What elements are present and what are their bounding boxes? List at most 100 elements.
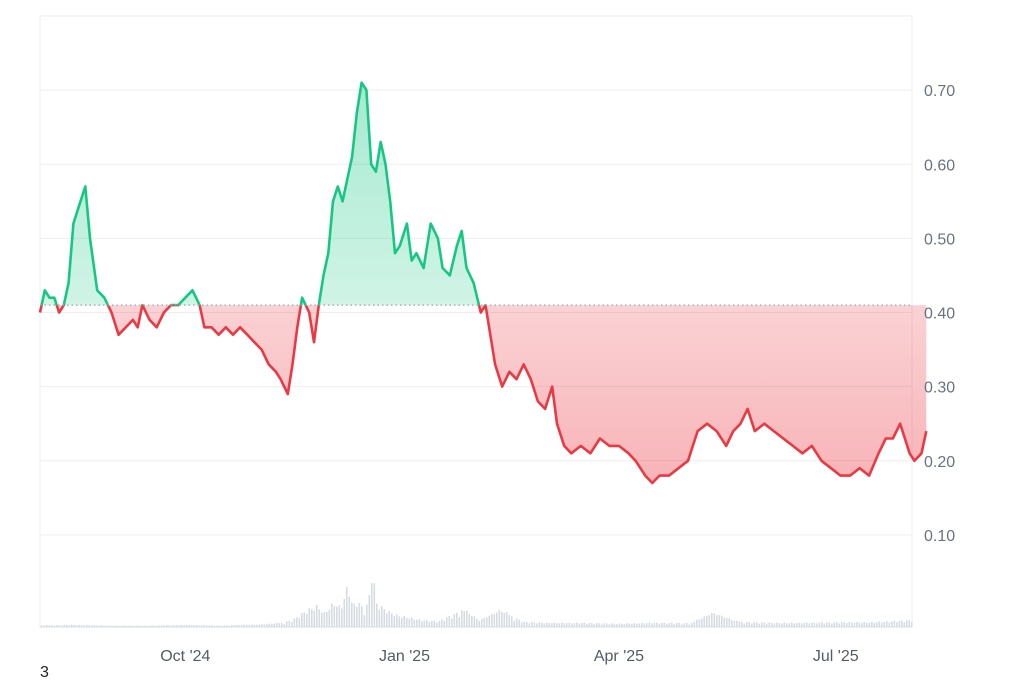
volume-bar xyxy=(281,623,283,627)
volume-bar xyxy=(433,620,436,627)
volume-bar xyxy=(403,615,406,627)
volume-bar xyxy=(123,625,126,627)
price-line xyxy=(38,81,928,485)
volume-bar xyxy=(556,623,558,627)
volume-bar xyxy=(361,606,363,627)
x-axis-ticks: Oct '24 Jan '25 Apr '25 Jul '25 xyxy=(160,648,858,665)
volume-bar xyxy=(338,605,341,627)
volume-bar xyxy=(398,616,401,627)
volume-bar xyxy=(546,622,548,627)
volume-bar xyxy=(348,596,351,627)
volume-bar xyxy=(743,623,746,627)
volume-bar xyxy=(606,623,608,627)
volume-bar xyxy=(811,622,813,627)
volume-bar xyxy=(641,622,643,627)
volume-bar xyxy=(868,622,871,627)
volume-bar xyxy=(291,622,293,627)
volume-bar xyxy=(636,623,638,627)
volume-bar xyxy=(751,623,753,627)
volume-bar xyxy=(91,625,93,627)
volume-bar xyxy=(186,625,188,627)
volume-bar xyxy=(626,623,628,627)
volume-bar xyxy=(631,623,633,627)
grid xyxy=(39,15,913,628)
volume-bar xyxy=(578,623,581,627)
volume-bar xyxy=(258,624,261,627)
volume-bar xyxy=(286,621,288,627)
volume-bar xyxy=(308,608,311,627)
volume-bar xyxy=(646,623,648,627)
volume-bar xyxy=(673,624,676,627)
volume-bar xyxy=(483,617,486,627)
volume-bar xyxy=(903,622,906,627)
volume-bar xyxy=(456,612,458,627)
volume-bar xyxy=(801,623,803,627)
volume-bar xyxy=(638,623,641,627)
volume-bar xyxy=(303,612,306,627)
volume-bar xyxy=(406,618,408,627)
volume-bar xyxy=(681,624,683,627)
corner-label: 3 xyxy=(40,664,49,681)
volume-bar xyxy=(898,620,901,627)
volume-bar xyxy=(511,616,513,627)
volume-bar xyxy=(306,613,308,627)
volume-bar xyxy=(201,625,203,627)
volume-bar xyxy=(271,623,273,627)
volume-bar xyxy=(548,623,551,627)
volume-bar xyxy=(863,621,866,627)
volume-bar xyxy=(601,624,603,627)
volume-bar xyxy=(191,625,193,627)
volume-bar xyxy=(443,620,446,627)
volume-bar xyxy=(531,621,533,627)
volume-bar xyxy=(346,587,348,627)
volume-bar xyxy=(866,622,868,627)
volume-bar xyxy=(56,625,58,627)
volume-bar xyxy=(401,617,403,627)
volume-bar xyxy=(803,623,806,627)
area-below-baseline xyxy=(40,305,927,483)
volume-bar xyxy=(666,623,668,627)
volume-bar xyxy=(436,622,438,627)
volume-bar xyxy=(426,619,428,627)
volume-bar xyxy=(808,623,811,627)
volume-bar xyxy=(256,624,258,627)
volume-bar xyxy=(696,619,698,627)
volume-bar xyxy=(311,609,313,627)
volume-bar xyxy=(386,613,388,627)
volume-bar xyxy=(686,623,688,627)
volume-bar xyxy=(698,619,701,627)
volume-bar xyxy=(908,620,911,627)
volume-bar xyxy=(661,623,663,627)
volume-bar xyxy=(688,624,691,627)
volume-bar xyxy=(891,621,893,627)
volume-bar xyxy=(583,622,586,627)
volume-bar xyxy=(833,622,836,627)
volume-bar xyxy=(516,618,518,627)
volume-bar xyxy=(476,618,478,627)
volume-bar xyxy=(106,625,108,627)
volume-bar xyxy=(321,612,323,627)
volume-bar xyxy=(771,622,773,627)
volume-bar xyxy=(341,608,343,627)
volume-bar xyxy=(776,622,778,627)
volume-bar xyxy=(193,625,196,627)
volume-bar xyxy=(263,624,266,627)
volume-bar xyxy=(488,615,491,627)
volume-bar xyxy=(678,622,681,627)
volume-bar xyxy=(63,624,66,627)
volume-bar xyxy=(541,622,543,627)
volume-bar xyxy=(288,620,291,627)
volume-bar xyxy=(586,623,588,627)
volume-bar xyxy=(393,616,396,627)
volume-bar xyxy=(561,622,563,627)
volume-bar xyxy=(791,622,793,627)
volume-bar xyxy=(78,624,81,627)
volume-bar xyxy=(518,619,521,627)
volume-bar xyxy=(768,622,771,627)
volume-bar xyxy=(353,603,356,627)
volume-bar xyxy=(101,625,103,627)
volume-bar xyxy=(371,583,373,627)
volume-bar xyxy=(241,625,243,627)
volume-bar xyxy=(421,621,423,627)
volume-bar xyxy=(76,625,78,627)
